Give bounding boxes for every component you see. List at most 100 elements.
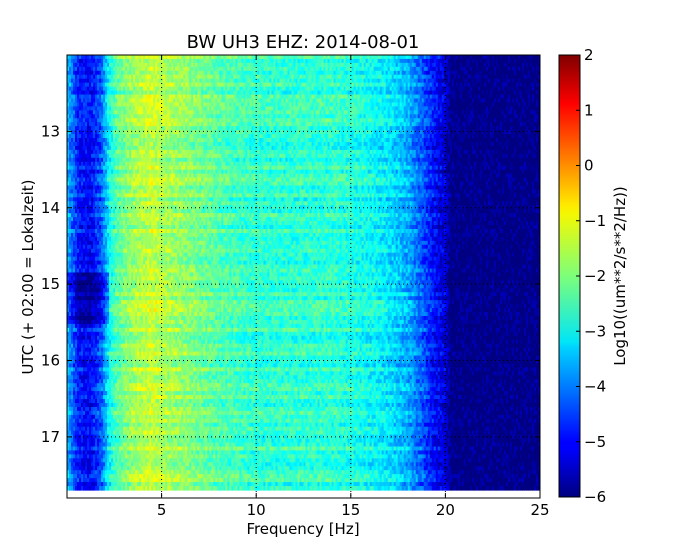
heatmap-cell: [173, 66, 176, 72]
heatmap-cell: [273, 90, 277, 96]
heatmap-cell: [301, 55, 305, 60]
heatmap-cell: [433, 74, 437, 80]
heatmap-cell: [167, 98, 170, 104]
heatmap-cell: [263, 74, 267, 80]
heatmap-cell: [317, 58, 321, 64]
heatmap-cell: [487, 70, 491, 76]
heatmap-cell: [379, 106, 383, 111]
heatmap-cell: [149, 58, 152, 64]
heatmap-cell: [203, 58, 206, 64]
heatmap-cell: [511, 70, 515, 76]
heatmap-cell: [457, 62, 461, 68]
heatmap-cell: [151, 110, 154, 115]
heatmap-cell: [491, 94, 495, 100]
heatmap-cell: [485, 55, 489, 60]
heatmap-cell: [365, 55, 369, 60]
heatmap-cell: [501, 102, 505, 107]
heatmap-cell: [287, 78, 291, 84]
heatmap-cell: [495, 62, 499, 68]
heatmap-cell: [213, 74, 216, 80]
heatmap-cell: [415, 98, 419, 104]
heatmap-cell: [85, 58, 88, 64]
heatmap-cell: [215, 82, 218, 88]
heatmap-cell: [297, 90, 301, 96]
heatmap-cell: [491, 62, 495, 68]
heatmap-cell: [101, 114, 104, 119]
heatmap-cell: [529, 62, 533, 68]
heatmap-cell: [303, 86, 307, 92]
heatmap-cell: [459, 70, 463, 76]
heatmap-cell: [511, 66, 515, 72]
heatmap-cell: [219, 94, 222, 100]
heatmap-cell: [99, 74, 102, 80]
heatmap-cell: [507, 70, 511, 76]
heatmap-cell: [283, 74, 287, 80]
heatmap-cell: [491, 90, 495, 96]
heatmap-cell: [239, 78, 242, 84]
heatmap-cell: [503, 62, 507, 68]
heatmap-cell: [151, 102, 154, 107]
heatmap-cell: [81, 106, 84, 111]
heatmap-cell: [413, 70, 417, 76]
heatmap-cell: [287, 58, 291, 64]
heatmap-cell: [401, 66, 405, 72]
heatmap-cell: [237, 98, 240, 104]
heatmap-cell: [221, 58, 224, 64]
heatmap-cell: [201, 55, 204, 60]
heatmap-cell: [351, 90, 355, 96]
heatmap-cell: [141, 66, 144, 72]
heatmap-cell: [145, 70, 148, 76]
heatmap-cell: [211, 62, 214, 68]
heatmap-cell: [377, 106, 381, 111]
heatmap-cell: [445, 94, 449, 100]
heatmap-cell: [415, 66, 419, 72]
heatmap-cell: [347, 90, 351, 96]
heatmap-cell: [249, 106, 252, 111]
heatmap-cell: [265, 82, 269, 88]
heatmap-cell: [191, 90, 194, 96]
heatmap-cell: [101, 90, 104, 96]
heatmap-cell: [161, 110, 164, 115]
heatmap-cell: [81, 86, 84, 92]
heatmap-cell: [101, 70, 104, 76]
heatmap-cell: [203, 110, 206, 115]
heatmap-cell: [231, 62, 234, 68]
heatmap-cell: [527, 106, 531, 111]
heatmap-cell: [301, 106, 305, 111]
heatmap-cell: [293, 98, 297, 104]
heatmap-cell: [135, 62, 138, 68]
heatmap-cell: [111, 55, 114, 60]
heatmap-cell: [337, 82, 341, 88]
heatmap-cell: [427, 58, 431, 64]
heatmap-cell: [347, 94, 351, 100]
heatmap-cell: [249, 62, 252, 68]
heatmap-cell: [145, 110, 148, 115]
heatmap-cell: [85, 114, 88, 119]
heatmap-cell: [509, 102, 513, 107]
heatmap-cell: [195, 78, 198, 84]
heatmap-cell: [97, 106, 100, 111]
heatmap-cell: [423, 90, 427, 96]
heatmap-cell: [233, 58, 236, 64]
heatmap-cell: [207, 110, 210, 115]
heatmap-cell: [429, 82, 433, 88]
heatmap-cell: [503, 90, 507, 96]
heatmap-cell: [321, 55, 325, 60]
heatmap-cell: [333, 82, 337, 88]
heatmap-cell: [433, 58, 437, 64]
heatmap-cell: [271, 94, 275, 100]
heatmap-cell: [413, 78, 417, 84]
heatmap-cell: [433, 55, 437, 60]
heatmap-cell: [147, 58, 150, 64]
heatmap-cell: [381, 78, 385, 84]
heatmap-cell: [387, 66, 391, 72]
heatmap-cell: [81, 62, 84, 68]
heatmap-cell: [381, 74, 385, 80]
heatmap-cell: [157, 58, 160, 64]
heatmap-cell: [325, 78, 329, 84]
heatmap-cell: [103, 94, 106, 100]
heatmap-cell: [85, 98, 88, 104]
heatmap-cell: [521, 78, 525, 84]
heatmap-cell: [81, 82, 84, 88]
heatmap-cell: [519, 78, 523, 84]
